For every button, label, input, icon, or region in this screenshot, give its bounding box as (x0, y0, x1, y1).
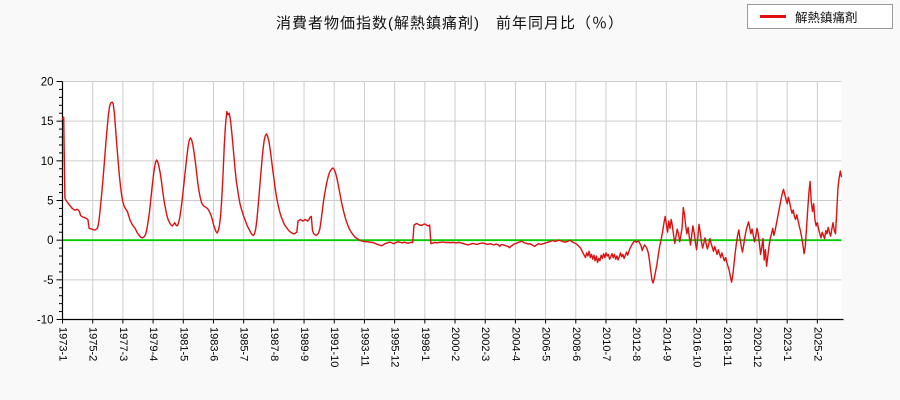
y-tick-label: -5 (43, 275, 53, 287)
x-tick-label: 1998-1 (419, 327, 431, 361)
x-tick-label: 2014-9 (660, 327, 672, 361)
x-tick-label: 1991-10 (328, 327, 340, 367)
legend: 解熱鎮痛剤 (747, 4, 893, 29)
x-tick-label: 2000-2 (449, 327, 461, 361)
x-tick-label: 2025-2 (811, 327, 823, 361)
x-tick-label: 1983-6 (207, 327, 219, 361)
y-tick-label: 10 (41, 156, 54, 168)
x-tick-label: 1973-1 (57, 327, 69, 361)
x-tick-label: 2006-5 (540, 327, 552, 361)
x-tick-label: 1981-5 (177, 327, 189, 361)
x-tick-label: 2008-6 (570, 327, 582, 361)
legend-line-swatch (760, 15, 786, 18)
x-tick-label: 2010-7 (600, 327, 612, 361)
y-tick-label: 15 (41, 116, 54, 128)
x-tick-label: 2023-1 (781, 327, 793, 361)
x-tick-label: 2004-4 (509, 327, 521, 361)
x-tick-label: 2020-12 (751, 327, 763, 367)
x-tick-label: 2002-3 (479, 327, 491, 361)
x-tick-label: 2012-8 (630, 327, 642, 361)
x-tick-label: 1989-9 (298, 327, 310, 361)
x-tick-label: 1977-3 (117, 327, 129, 361)
x-tick-label: 2018-11 (721, 327, 733, 367)
chart-title: 消費者物価指数(解熱鎮痛剤) 前年同月比（％） (276, 15, 624, 32)
x-tick-label: 1995-12 (389, 327, 401, 367)
y-tick-label: 0 (47, 235, 53, 247)
y-tick-label: 20 (41, 77, 54, 89)
legend-label: 解熱鎮痛剤 (795, 11, 858, 25)
x-tick-label: 2016-10 (691, 327, 703, 367)
x-tick-label: 1975-2 (87, 327, 99, 361)
y-tick-label: -10 (37, 315, 54, 327)
x-tick-label: 1979-4 (147, 327, 159, 361)
x-tick-label: 1987-8 (268, 327, 280, 361)
x-tick-label: 1985-7 (238, 327, 250, 361)
y-tick-label: 5 (47, 196, 53, 208)
series-line (61, 101, 843, 284)
x-tick-label: 1993-11 (358, 327, 370, 367)
